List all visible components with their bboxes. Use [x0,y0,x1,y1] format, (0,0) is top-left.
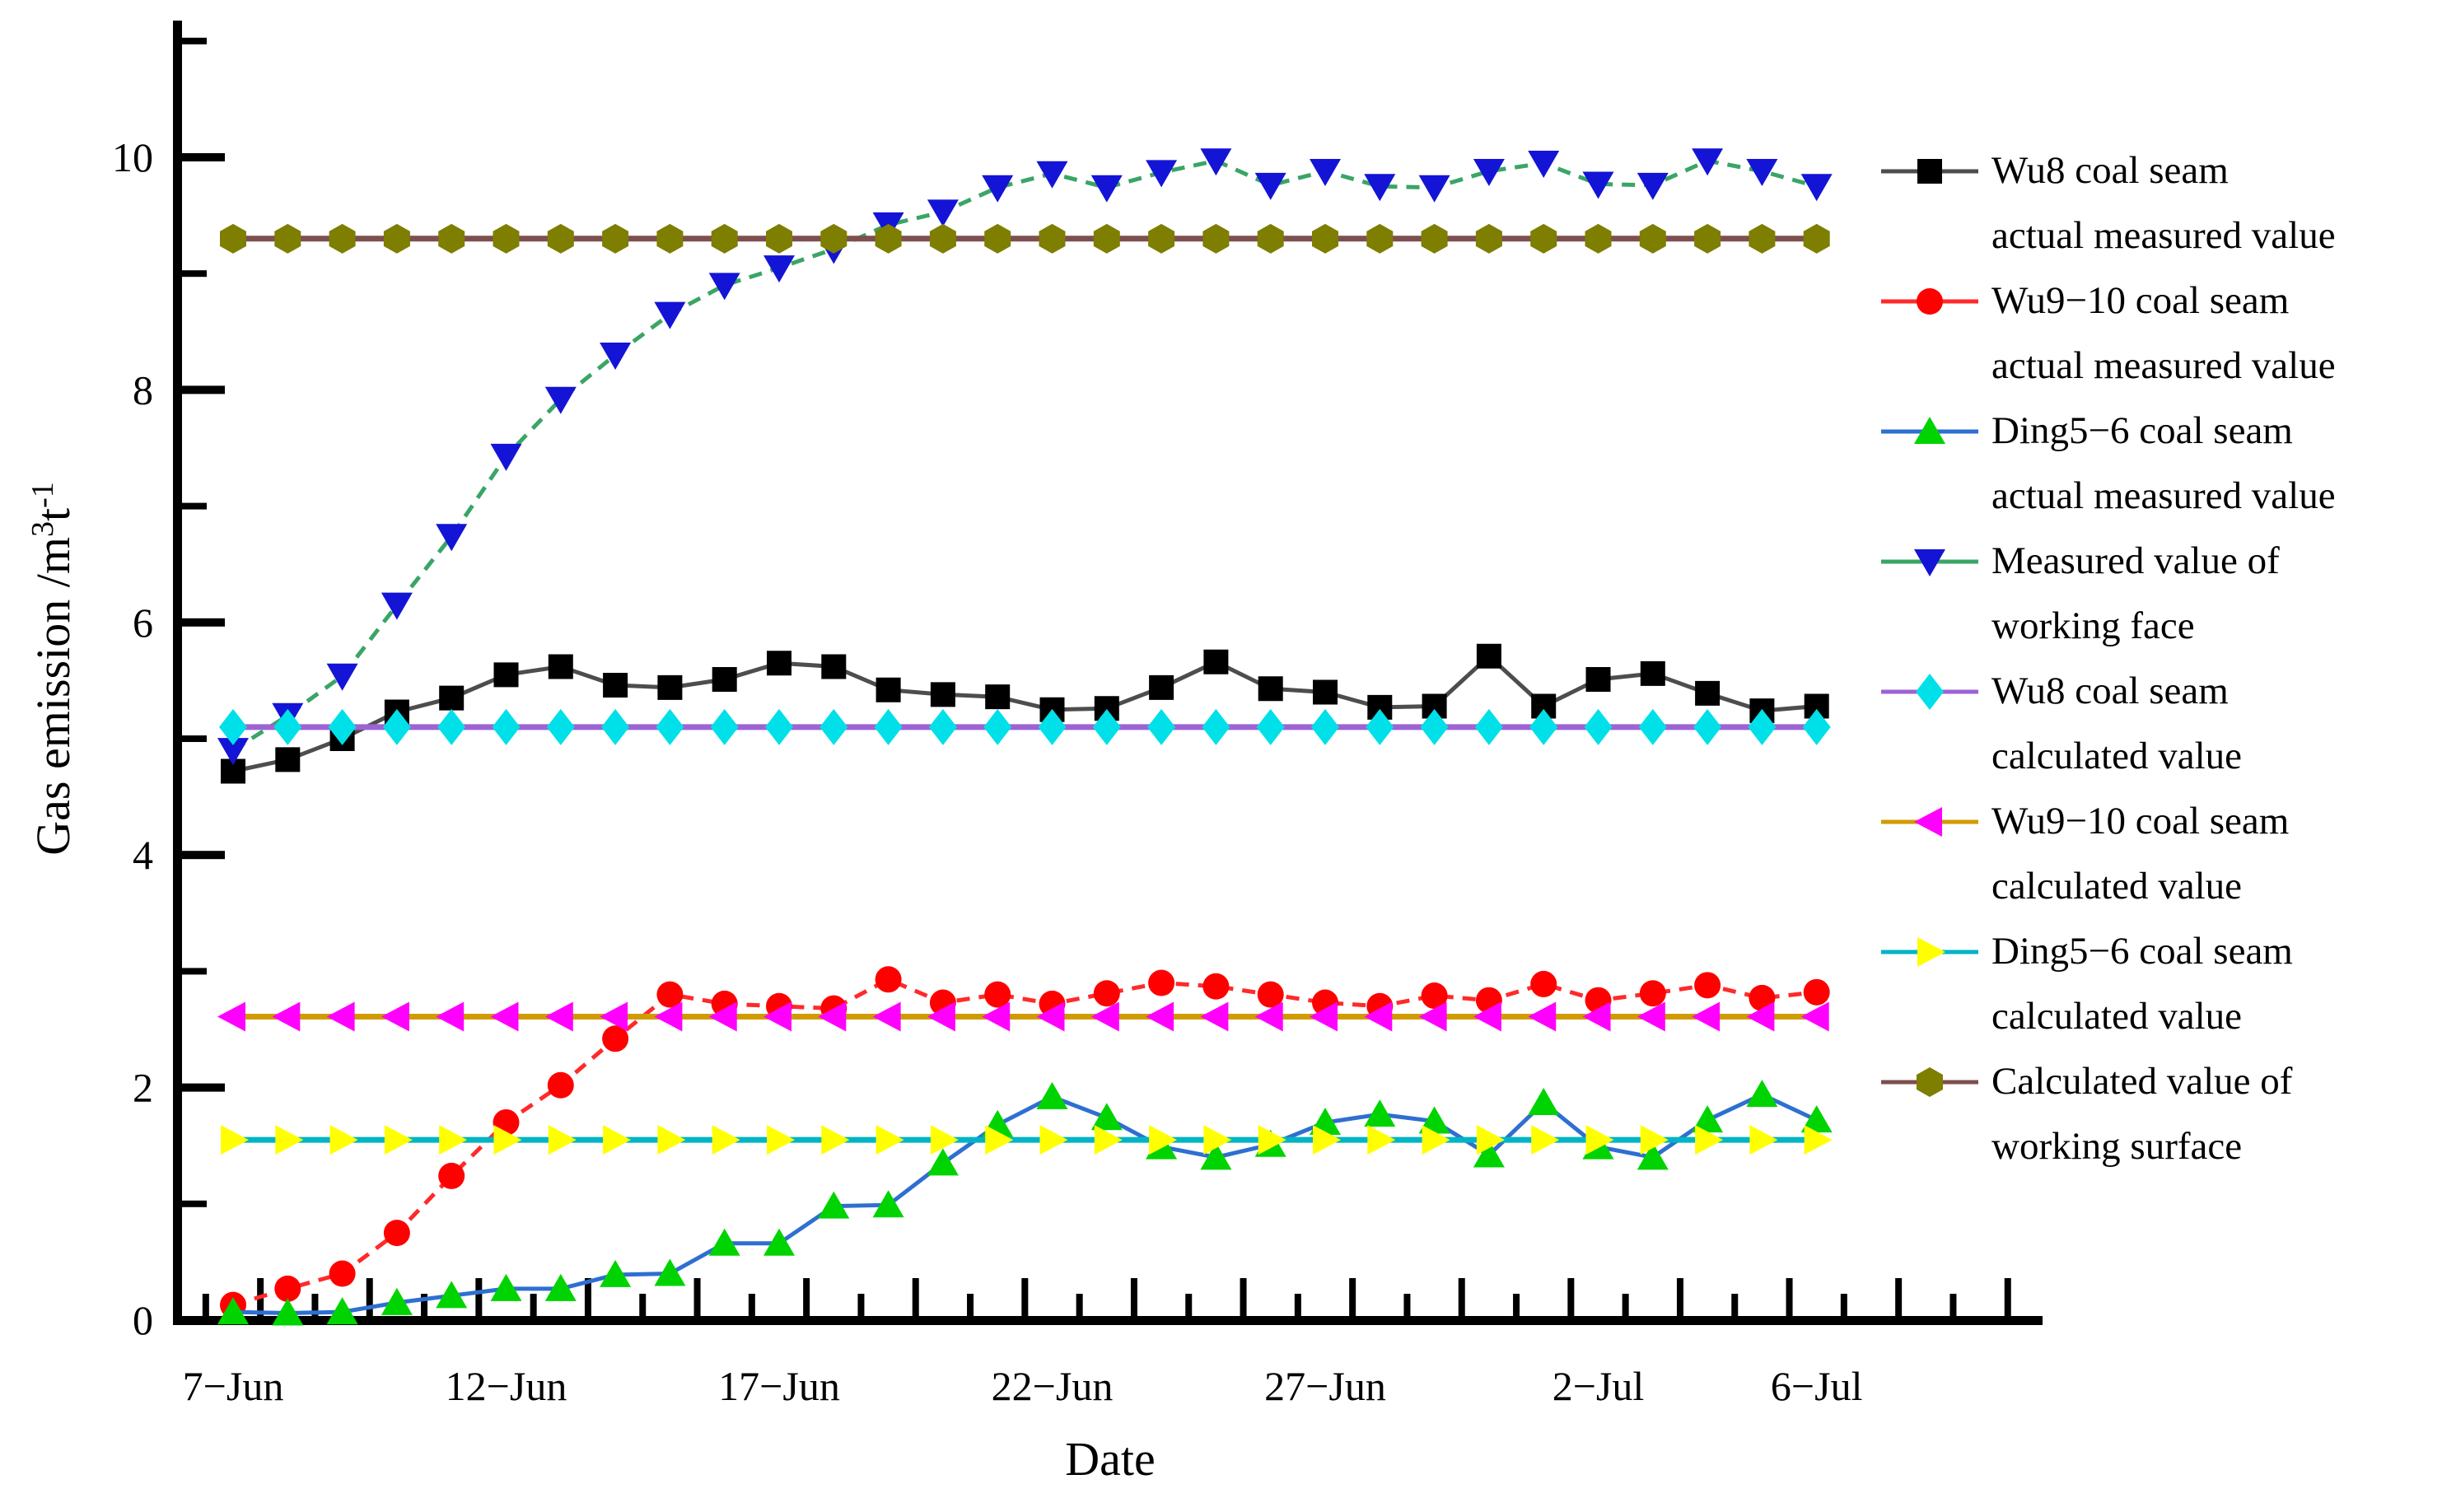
legend-item-working-face-measured: Measured value of working face [1879,529,2456,659]
svg-text:4: 4 [133,832,153,878]
legend-item-wu8-actual: Wu8 coal seam actual measured value [1879,138,2456,268]
svg-text:27−Jun: 27−Jun [1264,1363,1386,1409]
legend-marker-red-circle-icon [1879,268,1980,334]
y-axis-title-unit: t [26,507,81,522]
svg-text:22−Jun: 22−Jun [992,1363,1114,1409]
legend-marker-black-square-icon [1879,138,1980,204]
svg-text:6−Jul: 6−Jul [1771,1363,1863,1409]
legend-label: Wu8 coal seam [1991,670,2229,712]
legend-marker-green-triangle-icon [1879,399,1980,464]
legend-label: actual measured value [1991,344,2336,387]
legend-marker-magenta-triangle-left-icon [1879,789,1980,855]
legend-label: calculated value [1991,735,2243,777]
svg-text:0: 0 [133,1297,153,1343]
legend-item-wu9-10-actual: Wu9−10 coal seam actual measured value [1879,268,2456,399]
svg-text:6: 6 [133,600,153,646]
svg-text:17−Jun: 17−Jun [718,1363,840,1409]
y-axis-title-sup3: 3 [25,521,60,538]
y-axis-title-text: Gas emission /m [26,537,81,856]
legend-item-wu8-calculated: Wu8 coal seam calculated value [1879,659,2456,789]
legend-label: Wu9−10 coal seam [1991,279,2290,322]
legend-label: actual measured value [1991,214,2336,257]
legend-item-ding5-6-actual: Ding5−6 coal seam actual measured value [1879,399,2456,529]
y-axis-title-sup-1: -1 [25,482,60,508]
y-axis-title: Gas emission /m3t-1 [25,482,81,855]
legend-marker-cyan-diamond-icon [1879,659,1980,725]
legend: Wu8 coal seam actual measured value Wu9−1… [1879,138,2456,1179]
legend-label: Calculated value of [1991,1060,2293,1103]
legend-label: Wu8 coal seam [1991,149,2229,192]
legend-item-ding5-6-calculated: Ding5−6 coal seam calculated value [1879,919,2456,1049]
legend-marker-olive-hexagon-icon [1879,1049,1980,1115]
legend-label: Ding5−6 coal seam [1991,930,2293,973]
svg-text:2−Jul: 2−Jul [1553,1363,1645,1409]
svg-text:10: 10 [112,134,153,180]
legend-label: Wu9−10 coal seam [1991,800,2290,842]
svg-text:7−Jun: 7−Jun [183,1363,284,1409]
svg-text:8: 8 [133,366,153,413]
svg-text:2: 2 [133,1065,153,1111]
legend-label: calculated value [1991,995,2243,1038]
legend-label: Measured value of [1991,539,2280,582]
svg-text:12−Jun: 12−Jun [446,1363,567,1409]
x-axis-title: Date [1065,1432,1156,1486]
legend-label: actual measured value [1991,474,2336,517]
legend-item-wu9-10-calculated: Wu9−10 coal seam calculated value [1879,789,2456,919]
legend-item-working-surface-calculated: Calculated value of working surface [1879,1049,2456,1179]
legend-label: working face [1991,604,2195,647]
legend-label: working surface [1991,1125,2243,1168]
legend-marker-yellow-triangle-right-icon [1879,919,1980,985]
legend-label: Ding5−6 coal seam [1991,409,2293,452]
legend-marker-blue-triangle-down-icon [1879,529,1980,595]
legend-label: calculated value [1991,865,2243,908]
